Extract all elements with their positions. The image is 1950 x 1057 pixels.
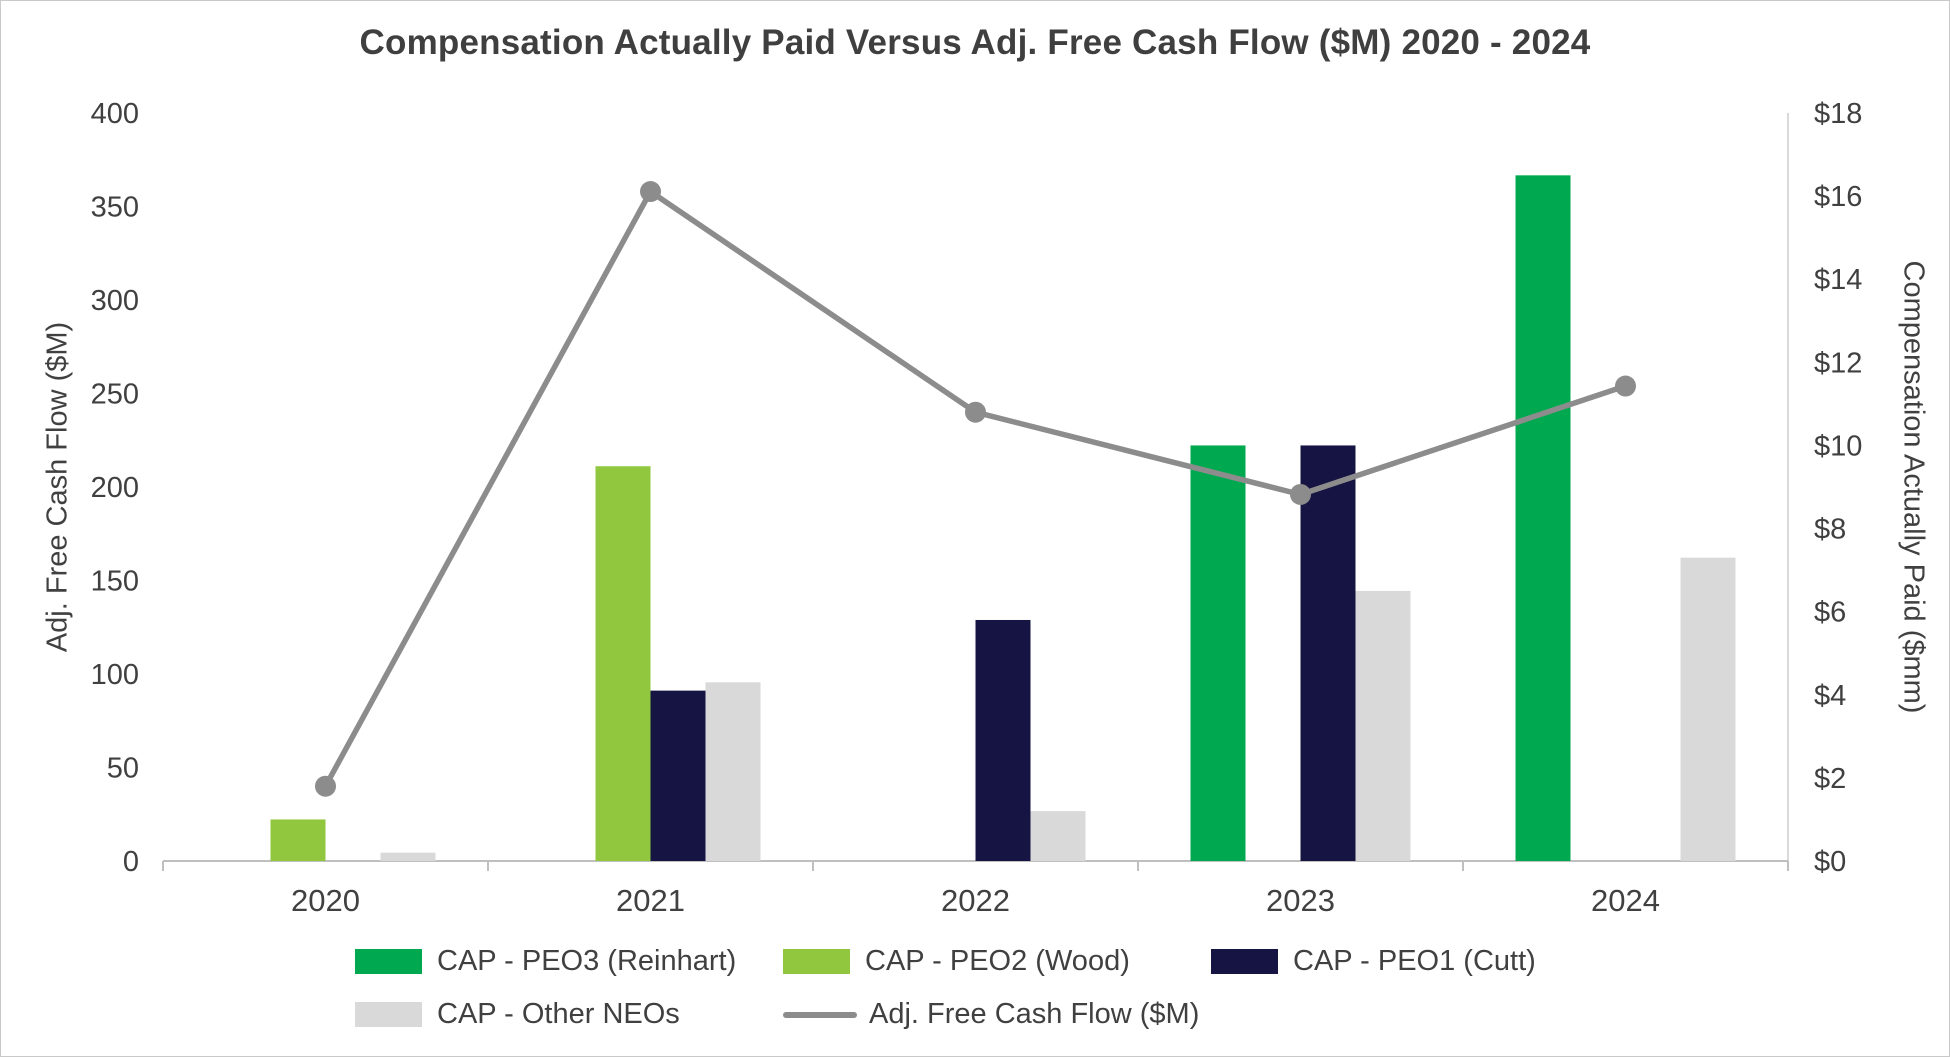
bar-cap-peo3-reinhart-2024 [1515,175,1571,862]
legend-swatch-cap-peo1-cutt [1211,949,1278,974]
chart-title: Compensation Actually Paid Versus Adj. F… [359,23,1591,62]
marker-adj-free-cash-flow-2020 [315,775,336,797]
marker-adj-free-cash-flow-2023 [1290,483,1311,505]
left-axis-tick-label: 200 [91,472,139,504]
legend-row-1: CAP - PEO3 (Reinhart) CAP - PEO2 (Wood) CA… [355,945,1639,978]
bar-cap-other-neos-2022 [1030,811,1086,861]
left-axis-tick-label: 400 [91,98,139,130]
x-axis-category-label: 2020 [291,883,360,918]
legend-item-cap-peo3-reinhart: CAP - PEO3 (Reinhart) [355,945,783,978]
legend-item-cap-other-neos: CAP - Other NEOs [355,998,783,1031]
left-axis-tick-label: 300 [91,285,139,317]
right-axis-tick-label: $18 [1814,98,1862,130]
bar-cap-peo1-cutt-2023 [1300,445,1356,861]
right-axis-tick-label: $10 [1814,430,1862,462]
right-axis-tick-label: $12 [1814,347,1862,379]
legend-item-cap-peo1-cutt: CAP - PEO1 (Cutt) [1211,945,1639,978]
legend-item-adj-free-cash-flow: Adj. Free Cash Flow ($M) [783,998,1211,1031]
left-axis-tick-label: 50 [107,753,139,785]
legend-label-cap-other-neos: CAP - Other NEOs [437,998,680,1030]
x-axis-category-label: 2021 [616,883,685,918]
bar-cap-peo1-cutt-2022 [975,619,1031,861]
marker-adj-free-cash-flow-2021 [640,181,661,203]
marker-adj-free-cash-flow-2022 [965,401,986,423]
legend-row-2: CAP - Other NEOs Adj. Free Cash Flow ($M) [355,998,1639,1031]
legend-item-cap-peo2-wood: CAP - PEO2 (Wood) [783,945,1211,978]
right-axis-tick-label: $14 [1814,264,1862,296]
left-axis-tick-label: 100 [91,659,139,691]
legend-line-marker-adj-free-cash-flow [783,1011,857,1018]
bar-cap-other-neos-2021 [705,682,761,861]
legend-swatch-cap-peo3-reinhart [355,949,422,974]
right-axis-tick-label: $6 [1814,597,1846,629]
bar-cap-peo3-reinhart-2023 [1190,445,1246,861]
bar-cap-peo1-cutt-2021 [650,690,706,861]
right-axis-tick-label: $8 [1814,514,1846,546]
bar-cap-peo2-wood-2020 [270,819,326,861]
right-axis-tick-label: $2 [1814,763,1846,795]
right-axis-tick-label: $4 [1814,680,1846,712]
right-axis-tick-label: $0 [1814,846,1846,878]
legend-label-cap-peo3-reinhart: CAP - PEO3 (Reinhart) [437,945,737,977]
legend-label-adj-free-cash-flow: Adj. Free Cash Flow ($M) [869,998,1200,1030]
x-axis-category-label: 2022 [941,883,1010,918]
marker-adj-free-cash-flow-2024 [1615,375,1636,397]
x-axis-category-label: 2023 [1266,883,1335,918]
left-axis-title: Adj. Free Cash Flow ($M) [41,321,74,653]
legend-swatch-cap-other-neos [355,1002,422,1027]
left-axis-tick-label: 150 [91,566,139,598]
bar-cap-other-neos-2024 [1680,557,1736,861]
legend-label-cap-peo1-cutt: CAP - PEO1 (Cutt) [1293,945,1536,977]
left-axis-tick-label: 0 [123,846,139,878]
right-axis-tick-label: $16 [1814,181,1862,213]
legend-swatch-cap-peo2-wood [783,949,850,974]
right-axis-title: Compensation Actually Paid ($mm) [1897,260,1930,714]
left-axis-tick-label: 250 [91,379,139,411]
bar-cap-other-neos-2020 [380,852,436,861]
legend: CAP - PEO3 (Reinhart) CAP - PEO2 (Wood) CA… [355,945,1639,1051]
legend-label-cap-peo2-wood: CAP - PEO2 (Wood) [865,945,1130,977]
bar-cap-peo2-wood-2021 [595,466,651,861]
x-axis-category-label: 2024 [1591,883,1660,918]
left-axis-tick-label: 350 [91,192,139,224]
bar-cap-other-neos-2023 [1355,590,1411,861]
